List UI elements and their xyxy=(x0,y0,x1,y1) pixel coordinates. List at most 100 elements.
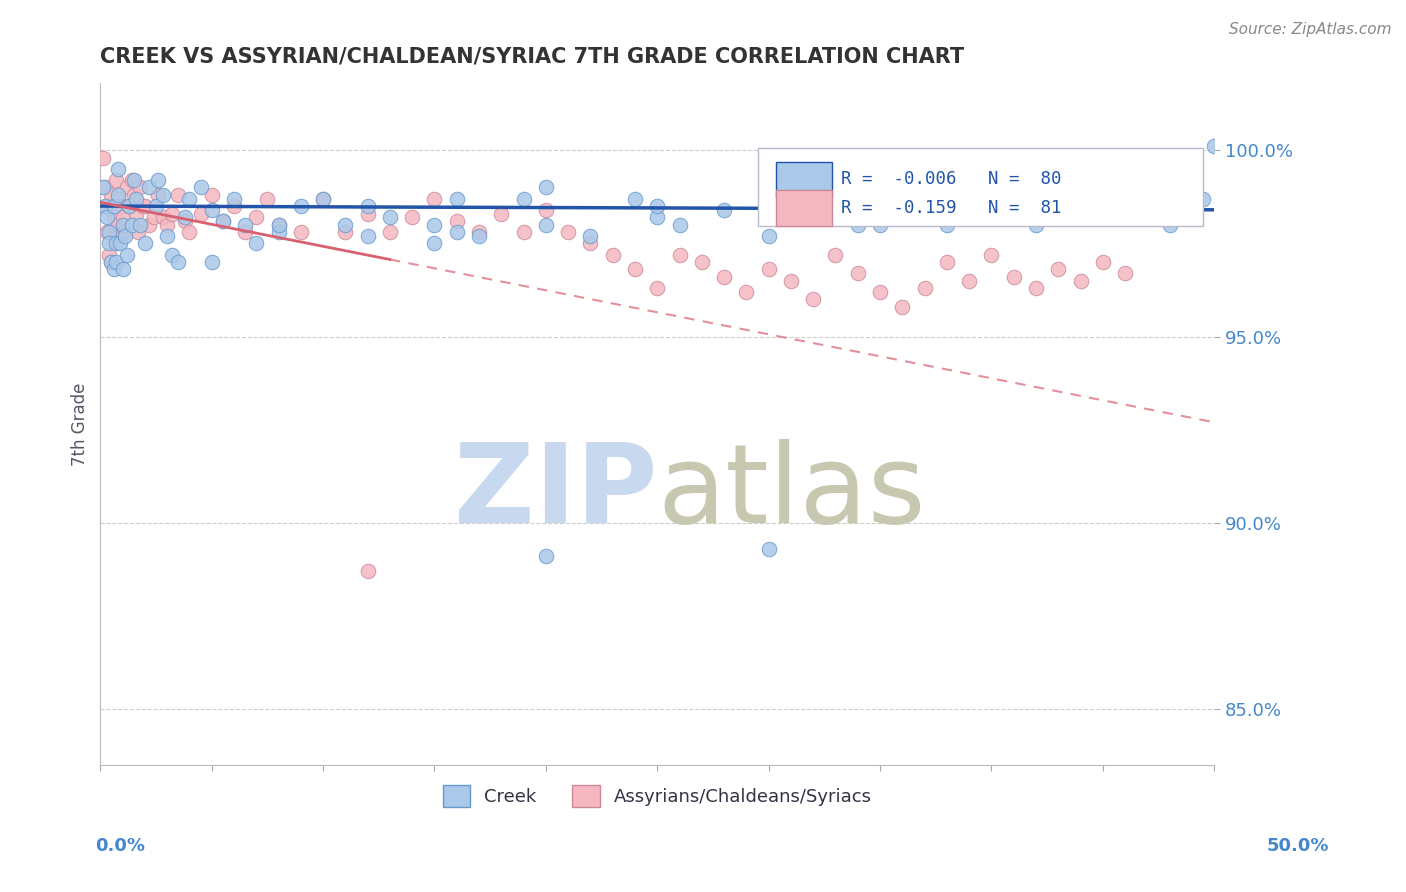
Point xyxy=(103,211,125,225)
Point xyxy=(579,228,602,243)
Point xyxy=(846,218,869,232)
Point xyxy=(446,225,468,239)
Point xyxy=(233,225,256,239)
Point xyxy=(98,225,121,239)
Point xyxy=(138,180,160,194)
Point xyxy=(446,192,468,206)
Point xyxy=(801,292,824,306)
Text: ZIP: ZIP xyxy=(454,439,657,546)
Point xyxy=(110,236,132,251)
Point xyxy=(121,218,143,232)
Point xyxy=(148,173,170,187)
Point xyxy=(233,218,256,232)
Point xyxy=(624,192,647,206)
Point xyxy=(1069,202,1091,217)
Point xyxy=(107,192,129,206)
Point xyxy=(111,199,134,213)
Point xyxy=(107,161,129,176)
Point xyxy=(423,192,446,206)
Legend: Creek, Assyrians/Chaldeans/Syriacs: Creek, Assyrians/Chaldeans/Syriacs xyxy=(436,778,879,814)
Point xyxy=(167,255,190,269)
Point xyxy=(174,211,197,225)
Text: Source: ZipAtlas.com: Source: ZipAtlas.com xyxy=(1229,22,1392,37)
Point xyxy=(129,218,152,232)
Point xyxy=(468,225,491,239)
Point xyxy=(624,262,647,277)
Point xyxy=(267,218,290,232)
Point xyxy=(98,247,121,261)
Point xyxy=(110,228,132,243)
Point xyxy=(245,211,267,225)
Point xyxy=(100,255,122,269)
Point xyxy=(758,262,780,277)
Point xyxy=(491,206,513,220)
Point xyxy=(1069,274,1091,288)
Point xyxy=(222,199,245,213)
Point xyxy=(758,541,780,556)
Point xyxy=(780,274,803,288)
Point xyxy=(1091,255,1114,269)
Point xyxy=(179,225,201,239)
Point xyxy=(160,247,183,261)
Point xyxy=(167,187,190,202)
Point xyxy=(557,225,579,239)
Point xyxy=(138,218,160,232)
Point xyxy=(957,274,980,288)
Point xyxy=(356,199,378,213)
Point xyxy=(91,151,114,165)
Point xyxy=(869,218,891,232)
Point xyxy=(94,199,117,213)
Point xyxy=(335,225,357,239)
Point xyxy=(690,255,713,269)
Point xyxy=(534,202,557,217)
Point xyxy=(423,236,446,251)
Point xyxy=(104,225,127,239)
Point xyxy=(100,187,122,202)
Point xyxy=(914,281,936,295)
Point xyxy=(129,180,152,194)
Point xyxy=(107,218,129,232)
Point xyxy=(891,202,914,217)
Text: CREEK VS ASSYRIAN/CHALDEAN/SYRIAC 7TH GRADE CORRELATION CHART: CREEK VS ASSYRIAN/CHALDEAN/SYRIAC 7TH GR… xyxy=(100,46,965,66)
Point xyxy=(312,192,335,206)
Point xyxy=(152,187,174,202)
Point xyxy=(1002,269,1025,284)
Point xyxy=(111,262,134,277)
Point xyxy=(980,192,1002,206)
Point xyxy=(645,281,668,295)
Point xyxy=(91,180,114,194)
Text: 50.0%: 50.0% xyxy=(1267,837,1329,855)
Point xyxy=(468,228,491,243)
Point xyxy=(212,214,235,228)
Point xyxy=(356,206,378,220)
Point xyxy=(134,199,156,213)
Point xyxy=(356,565,378,579)
Text: R =  -0.159   N =  81: R = -0.159 N = 81 xyxy=(841,199,1062,217)
Point xyxy=(668,247,690,261)
Point xyxy=(846,266,869,280)
Point xyxy=(356,228,378,243)
Point xyxy=(107,187,129,202)
Point xyxy=(201,255,224,269)
Point xyxy=(222,192,245,206)
Point xyxy=(1204,139,1226,153)
Point xyxy=(1047,262,1070,277)
Point xyxy=(103,262,125,277)
Point xyxy=(534,218,557,232)
Point xyxy=(758,211,780,225)
Y-axis label: 7th Grade: 7th Grade xyxy=(72,383,89,466)
Point xyxy=(134,236,156,251)
Point xyxy=(579,236,602,251)
Point xyxy=(423,218,446,232)
Point xyxy=(713,269,735,284)
Point xyxy=(267,225,290,239)
Text: R =  -0.006   N =  80: R = -0.006 N = 80 xyxy=(841,170,1062,188)
Point xyxy=(148,187,170,202)
FancyBboxPatch shape xyxy=(758,148,1204,227)
Text: 0.0%: 0.0% xyxy=(96,837,146,855)
Point xyxy=(100,255,122,269)
Point xyxy=(245,236,267,251)
Point xyxy=(312,192,335,206)
Point xyxy=(131,199,153,213)
Point xyxy=(111,218,134,232)
